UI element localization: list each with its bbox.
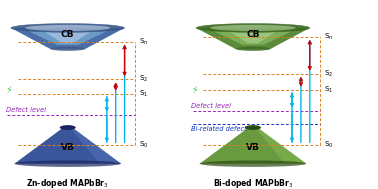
Text: CB: CB xyxy=(246,30,260,39)
Text: S$_0$: S$_0$ xyxy=(324,140,333,150)
Polygon shape xyxy=(27,30,108,45)
Polygon shape xyxy=(196,28,310,49)
Text: Defect level: Defect level xyxy=(191,103,231,109)
Ellipse shape xyxy=(196,23,310,32)
Text: CB: CB xyxy=(61,30,74,39)
Polygon shape xyxy=(70,128,121,164)
Text: Defect level: Defect level xyxy=(6,107,46,113)
Ellipse shape xyxy=(200,160,306,167)
Text: VB: VB xyxy=(246,143,260,152)
Text: S$_2$: S$_2$ xyxy=(324,69,333,79)
Polygon shape xyxy=(14,128,121,164)
Ellipse shape xyxy=(25,25,110,31)
Polygon shape xyxy=(200,128,306,164)
Text: S$_n$: S$_n$ xyxy=(139,36,148,47)
Ellipse shape xyxy=(235,47,271,51)
Text: S$_n$: S$_n$ xyxy=(324,32,333,42)
Text: Zn-doped MAPbBr$_3$: Zn-doped MAPbBr$_3$ xyxy=(26,177,109,189)
Text: ⚡: ⚡ xyxy=(191,85,198,95)
Polygon shape xyxy=(229,31,277,43)
Ellipse shape xyxy=(210,25,296,31)
Ellipse shape xyxy=(60,125,76,130)
Polygon shape xyxy=(255,128,306,164)
Text: S$_2$: S$_2$ xyxy=(139,74,148,84)
Ellipse shape xyxy=(245,125,261,130)
Text: S$_1$: S$_1$ xyxy=(139,89,148,99)
Ellipse shape xyxy=(50,47,85,51)
Ellipse shape xyxy=(11,23,125,32)
Text: S$_1$: S$_1$ xyxy=(324,85,333,95)
Polygon shape xyxy=(44,31,91,43)
Text: VB: VB xyxy=(61,143,75,152)
Polygon shape xyxy=(11,28,125,49)
Text: S$_0$: S$_0$ xyxy=(139,140,148,150)
Ellipse shape xyxy=(14,160,121,167)
Text: Bi-related defect: Bi-related defect xyxy=(191,126,246,132)
Text: Bi-doped MAPbBr$_3$: Bi-doped MAPbBr$_3$ xyxy=(213,177,293,189)
Polygon shape xyxy=(212,30,294,45)
Text: ⚡: ⚡ xyxy=(6,85,12,95)
